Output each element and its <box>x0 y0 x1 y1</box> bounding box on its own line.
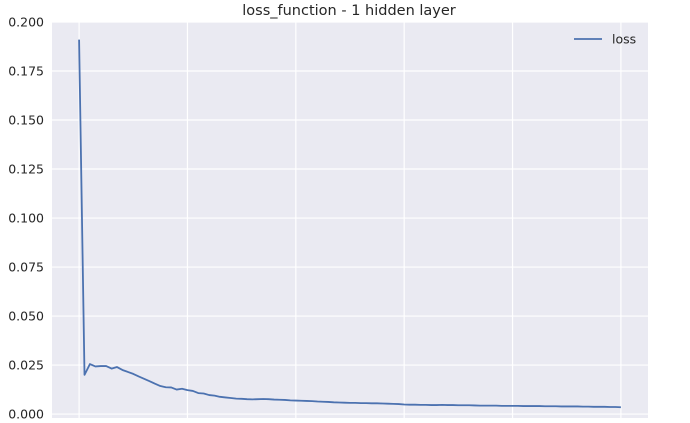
series-lines <box>78 39 621 409</box>
y-tick-label: 0.100 <box>8 211 44 226</box>
y-tick-label: 0.150 <box>8 113 44 128</box>
plot-background <box>52 22 648 418</box>
y-tick-label: 0.025 <box>8 358 44 373</box>
y-tick-label: 0.000 <box>8 407 44 422</box>
grid-lines <box>52 21 648 418</box>
legend-label: loss <box>612 32 636 47</box>
y-tick-label: 0.075 <box>8 260 44 275</box>
y-tick-label: 0.200 <box>8 15 44 30</box>
series-line-loss <box>78 39 621 409</box>
y-tick-label: 0.175 <box>8 64 44 79</box>
y-tick-label: 0.125 <box>8 162 44 177</box>
y-tick-label: 0.050 <box>8 309 44 324</box>
legend: loss <box>574 32 636 47</box>
chart-title: loss_function - 1 hidden layer <box>242 3 456 19</box>
y-tick-labels: 0.000 0.025 0.050 0.075 0.100 0.125 0.150 0.175… <box>8 15 44 422</box>
